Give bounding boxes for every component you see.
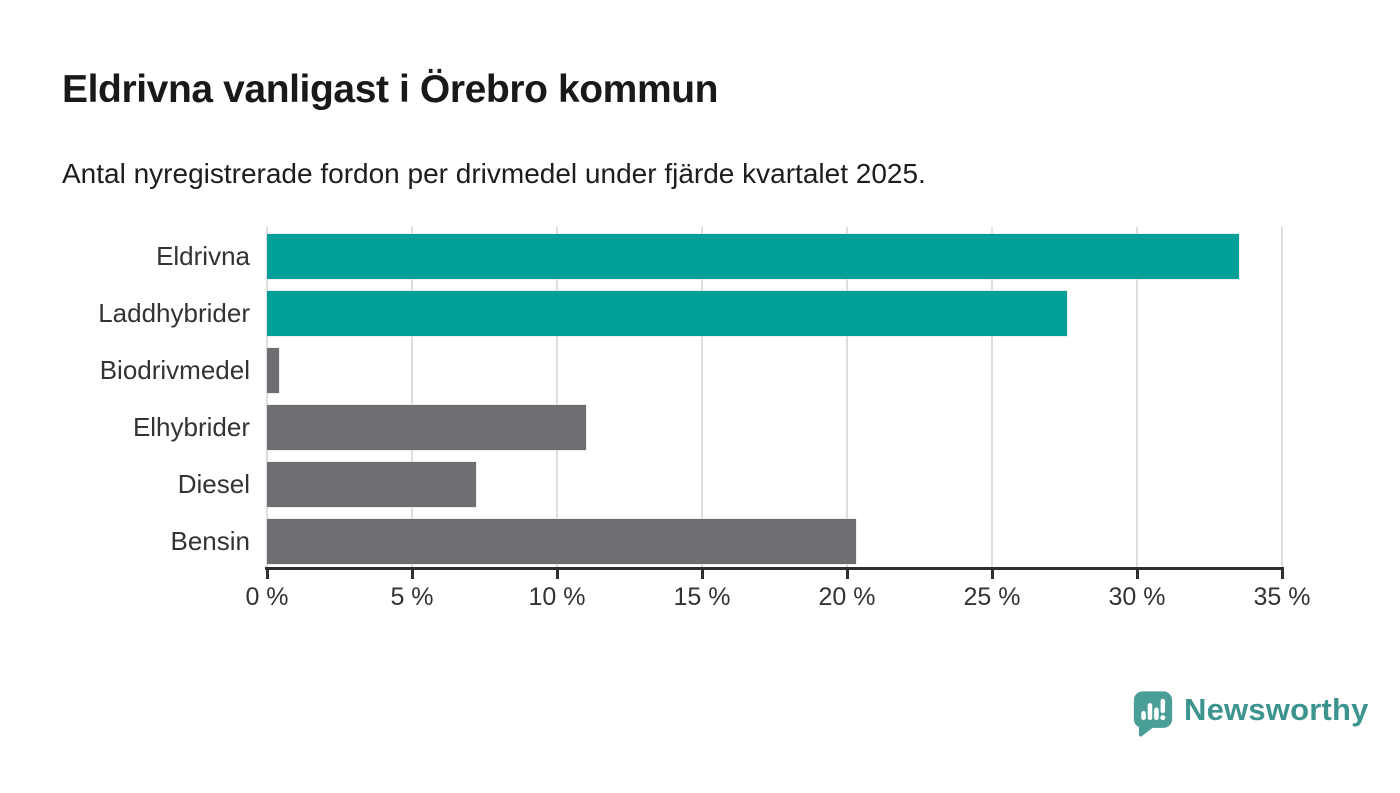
x-axis-tick-20 [846, 570, 849, 579]
brand-footer: Newsworthy [1133, 688, 1369, 740]
x-tick-label-25: 25 % [963, 583, 1021, 611]
x-axis-tick-10 [556, 570, 559, 579]
x-tick-label-15: 15 % [673, 583, 731, 611]
x-tick-label-10: 10 % [528, 583, 586, 611]
chart-subtitle: Antal nyregistrerade fordon per drivmede… [62, 158, 926, 189]
x-axis-tick-30 [1136, 570, 1139, 579]
bar-diesel [267, 462, 476, 507]
category-axis: Eldrivna Laddhybrider Biodrivmedel Elhybrid… [0, 227, 250, 568]
category-label-laddhybrider: Laddhybrider [98, 298, 250, 328]
category-label-elhybrider: Elhybrider [132, 412, 250, 442]
bar-elhybrider [267, 405, 586, 450]
x-tick-label-5: 5 % [390, 583, 434, 611]
x-tick-label-20: 20 % [818, 583, 876, 611]
gridline-30 [1136, 227, 1138, 567]
bar-eldrivna [267, 234, 1239, 279]
gridline-35 [1281, 227, 1283, 567]
category-label-bensin: Bensin [170, 526, 251, 556]
category-label-diesel: Diesel [177, 469, 250, 499]
gridline-10 [556, 227, 558, 567]
category-label-eldrivna: Eldrivna [156, 241, 250, 271]
x-tick-label-0: 0 % [245, 583, 289, 611]
bar-biodrivmedel [267, 348, 279, 393]
gridline-15 [701, 227, 703, 567]
x-axis-tick-25 [991, 570, 994, 579]
chart-title: Eldrivna vanligast i Örebro kommun [62, 68, 719, 111]
gridline-5 [411, 227, 413, 567]
plot-area: 0 % 5 % 10 % 15 % 20 % 25 % 30 % 35 % [245, 227, 1310, 611]
x-tick-label-30: 30 % [1108, 583, 1166, 611]
gridline-25 [991, 227, 993, 567]
x-axis-tick-5 [411, 570, 414, 579]
x-axis-tick-0 [266, 570, 269, 579]
x-axis-tick-15 [701, 570, 704, 579]
brand-name: Newsworthy [1184, 692, 1369, 727]
x-axis-tick-35 [1281, 570, 1284, 579]
newsworthy-logo-icon [1133, 691, 1173, 737]
x-tick-label-35: 35 % [1253, 583, 1311, 611]
gridline-20 [846, 227, 848, 567]
bar-bensin [267, 519, 856, 564]
gridline-0 [266, 227, 268, 567]
category-label-biodrivmedel: Biodrivmedel [99, 355, 250, 385]
bar-laddhybrider [267, 291, 1068, 336]
x-axis-line [265, 567, 1284, 570]
